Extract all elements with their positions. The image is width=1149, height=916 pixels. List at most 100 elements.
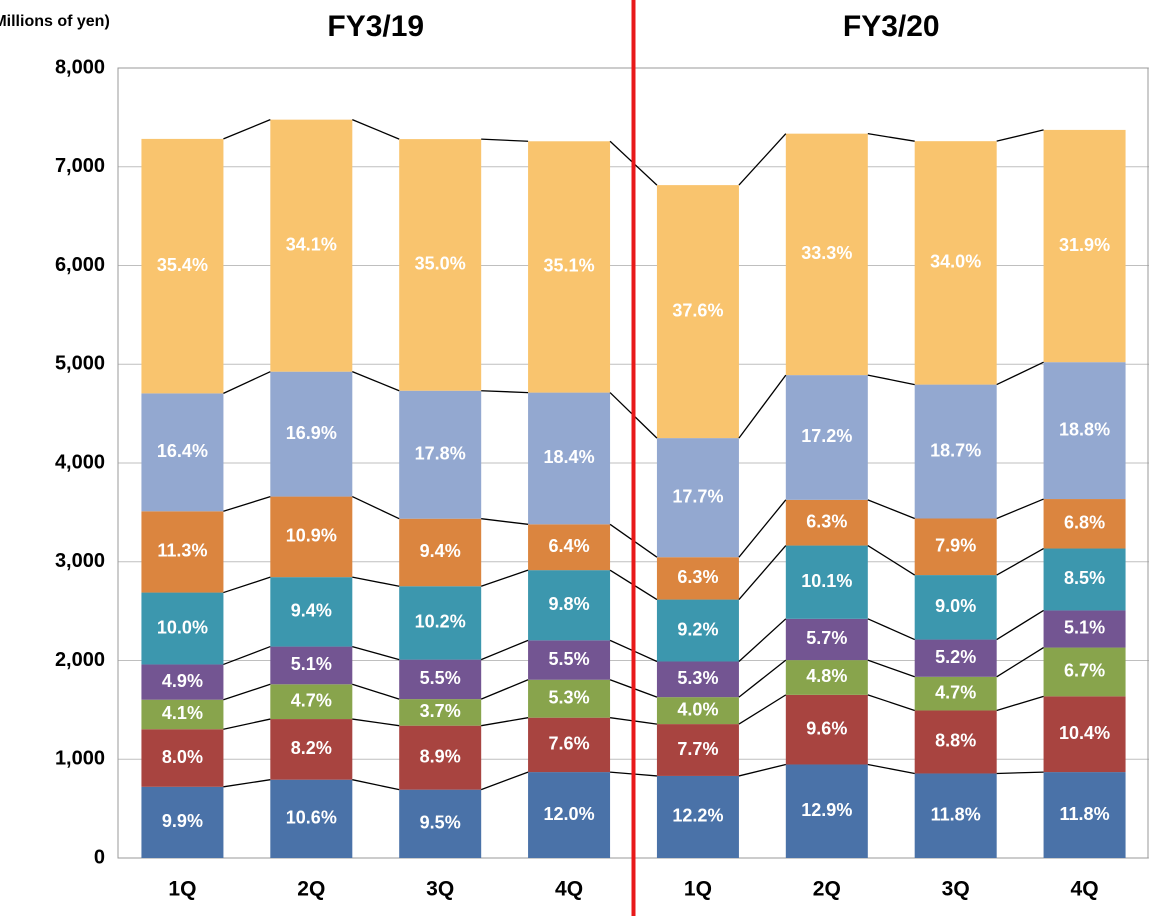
data-label: 5.3% [677, 668, 718, 688]
bar-segment [785, 133, 868, 376]
data-label: 4.9% [162, 671, 203, 691]
data-label: 18.8% [1059, 419, 1110, 439]
bar-segment [141, 699, 224, 730]
x-tick-label: 1Q [684, 878, 712, 901]
connector-line [352, 718, 400, 727]
data-label: 7.6% [549, 734, 590, 754]
data-label: 8.5% [1064, 568, 1105, 588]
connector-line [867, 133, 915, 142]
data-label: 9.4% [420, 541, 461, 561]
data-label: 8.0% [162, 747, 203, 767]
data-label: 7.7% [677, 739, 718, 759]
bar-segment [141, 729, 224, 787]
group-title: FY3/20 [843, 10, 940, 43]
x-tick-label: 4Q [1071, 878, 1099, 901]
bar-segment [141, 393, 224, 512]
x-tick-label: 3Q [426, 878, 454, 901]
bar-segment [1043, 610, 1126, 648]
data-label: 5.2% [935, 647, 976, 667]
bar-segment [914, 518, 997, 576]
connector-line [223, 576, 271, 594]
data-label: 31.9% [1059, 235, 1110, 255]
connector-line [738, 694, 787, 725]
y-tick-label: 4,000 [55, 451, 105, 473]
data-label: 16.9% [286, 423, 337, 443]
bar-segment [141, 511, 224, 593]
bar-segment [656, 599, 739, 662]
x-tick-label: 3Q [942, 878, 970, 901]
bar-segment [528, 717, 611, 773]
data-label: 10.4% [1059, 723, 1110, 743]
connector-line [738, 763, 786, 777]
bar-segment [528, 524, 611, 571]
data-label: 10.2% [415, 612, 466, 632]
bar-segment [270, 371, 353, 497]
data-label: 34.1% [286, 234, 337, 254]
data-label: 9.0% [935, 596, 976, 616]
data-label: 11.8% [1060, 804, 1110, 824]
bar-segment [1043, 499, 1126, 549]
bar-segment [1043, 772, 1126, 858]
bar-segment [528, 640, 611, 680]
data-label: 8.2% [291, 738, 332, 758]
connector-line [223, 371, 271, 394]
data-label: 17.7% [672, 486, 723, 506]
connector-line [223, 119, 271, 140]
bar-segment [528, 570, 611, 641]
bar-segment [1043, 647, 1126, 697]
connector-line [867, 763, 915, 775]
bar-segment [785, 375, 868, 500]
bar-segment [785, 545, 868, 619]
connector-line [223, 683, 271, 701]
connector-line [352, 371, 400, 392]
connector-line [480, 771, 529, 791]
bar-segment [270, 496, 353, 578]
data-label: 4.7% [935, 682, 976, 702]
data-label: 3.7% [420, 701, 461, 721]
data-label: 4.8% [806, 666, 847, 686]
bar-segment [914, 639, 997, 677]
connector-line [738, 374, 787, 439]
data-label: 18.7% [930, 440, 981, 460]
y-tick-label: 7,000 [55, 155, 105, 177]
data-label: 17.8% [415, 443, 466, 463]
bar-segment [656, 438, 739, 558]
data-label: 9.2% [677, 619, 718, 639]
connector-line [867, 694, 915, 712]
connector-line [223, 645, 271, 666]
bar-segment [656, 775, 739, 858]
bar-segment [528, 141, 611, 393]
bar-segment [656, 724, 739, 776]
y-axis-label: (Millions of yen) [0, 13, 110, 30]
x-tick-label: 2Q [297, 878, 325, 901]
data-label: 4.7% [291, 690, 332, 710]
connector-line [352, 779, 400, 791]
bar-segment [1043, 696, 1126, 773]
bar-segment [914, 384, 997, 519]
data-label: 4.0% [677, 699, 718, 719]
data-label: 37.6% [672, 300, 723, 320]
data-label: 12.9% [801, 800, 852, 820]
bar-segment [270, 646, 353, 685]
bar-segment [270, 779, 353, 858]
bar-segment [141, 664, 224, 700]
connector-line [352, 645, 400, 661]
bar-segment [785, 660, 868, 695]
connector-line [996, 547, 1044, 576]
data-label: 8.9% [420, 746, 461, 766]
connector-line [481, 518, 529, 525]
connector-line [996, 771, 1044, 775]
connector-line [867, 659, 915, 678]
bar-segment [785, 499, 868, 546]
y-tick-label: 2,000 [55, 649, 105, 671]
y-tick-label: 1,000 [55, 748, 105, 770]
connector-line [996, 647, 1044, 678]
data-label: 17.2% [801, 426, 852, 446]
data-label: 33.3% [801, 243, 852, 263]
y-tick-label: 3,000 [55, 550, 105, 572]
connector-line [996, 129, 1044, 142]
y-tick-label: 8,000 [55, 56, 105, 78]
bar-segment [399, 586, 482, 660]
connector-line [352, 576, 400, 587]
connector-line [481, 390, 529, 394]
